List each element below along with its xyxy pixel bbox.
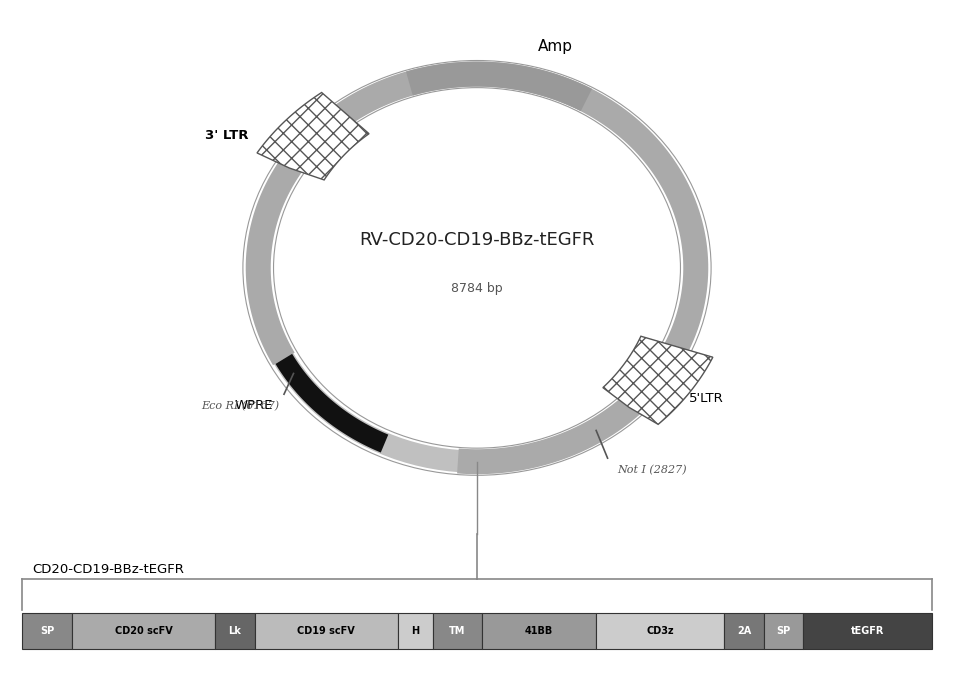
Text: 2A: 2A — [736, 626, 750, 636]
Text: 5'LTR: 5'LTR — [688, 391, 722, 404]
Polygon shape — [256, 92, 369, 180]
Text: CD20 scFV: CD20 scFV — [114, 626, 172, 636]
Bar — [481, 612, 595, 648]
Text: tEGFR: tEGFR — [850, 626, 883, 636]
Text: CD20-CD19-BBz-tEGFR: CD20-CD19-BBz-tEGFR — [31, 563, 184, 576]
Bar — [22, 612, 71, 648]
Bar — [71, 612, 214, 648]
Bar — [432, 612, 481, 648]
Bar — [802, 612, 931, 648]
Text: Eco RI (6167): Eco RI (6167) — [201, 401, 279, 411]
Text: CD3z: CD3z — [645, 626, 673, 636]
Text: H: H — [411, 626, 419, 636]
Text: CD19 scFV: CD19 scFV — [297, 626, 355, 636]
Text: TM: TM — [449, 626, 465, 636]
Text: 41BB: 41BB — [524, 626, 553, 636]
Bar — [254, 612, 397, 648]
Bar — [397, 612, 432, 648]
Text: SP: SP — [40, 626, 54, 636]
Text: Not I (2827): Not I (2827) — [617, 465, 686, 475]
Text: WPRE: WPRE — [234, 398, 274, 411]
Text: Lk: Lk — [228, 626, 241, 636]
Text: 3' LTR: 3' LTR — [205, 129, 248, 142]
Bar — [762, 612, 802, 648]
Bar — [595, 612, 723, 648]
Text: SP: SP — [776, 626, 790, 636]
Text: RV-CD20-CD19-BBz-tEGFR: RV-CD20-CD19-BBz-tEGFR — [359, 231, 594, 250]
Bar — [214, 612, 254, 648]
Bar — [723, 612, 762, 648]
Text: Amp: Amp — [537, 40, 573, 54]
Text: 8784 bp: 8784 bp — [451, 282, 502, 295]
Polygon shape — [602, 336, 712, 425]
